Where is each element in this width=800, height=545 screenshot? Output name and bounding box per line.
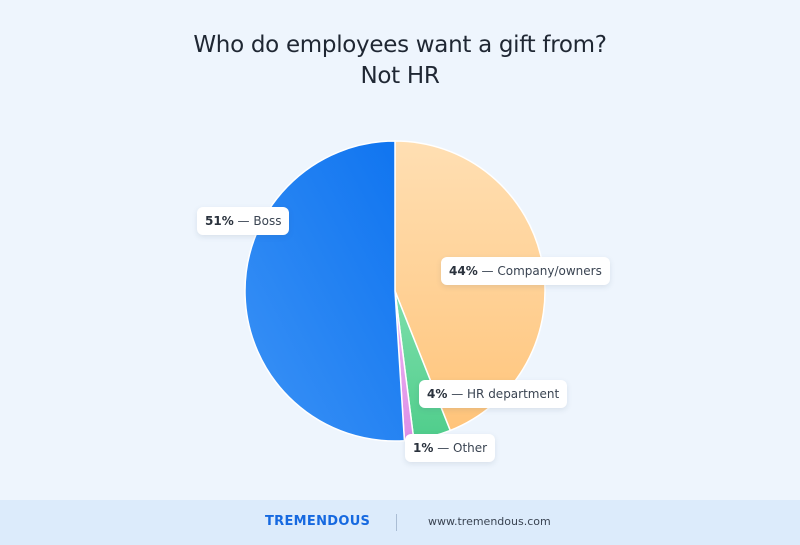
footer-divider: [396, 514, 397, 531]
slice-label: 44% — Company/owners: [441, 257, 610, 285]
chart-title: Who do employees want a gift from? Not H…: [0, 30, 800, 92]
pie-slice-boss[interactable]: [244, 140, 406, 442]
slice-value-label: 51%: [205, 214, 234, 228]
slice-value-label: 4%: [427, 387, 448, 401]
pie-chart: [244, 140, 546, 442]
slice-label: 1% — Other: [405, 434, 496, 462]
brand-logo[interactable]: TREMENDOUS: [265, 514, 371, 529]
slice-label-separator: —: [233, 214, 254, 228]
slice-category-label: Company/owners: [497, 264, 602, 278]
footer: TREMENDOUS www.tremendous.com: [0, 500, 800, 545]
slice-label-separator: —: [433, 441, 454, 455]
slice-value-label: 44%: [449, 264, 478, 278]
slice-label-separator: —: [477, 264, 498, 278]
chart-title-line-1: Who do employees want a gift from?: [193, 32, 607, 58]
slice-label: 51% — Boss: [197, 207, 290, 235]
footer-url[interactable]: www.tremendous.com: [428, 515, 551, 528]
slice-label-separator: —: [447, 387, 468, 401]
slice-label: 4% — HR department: [419, 380, 568, 408]
slice-category-label: Boss: [253, 214, 282, 228]
slice-value-label: 1%: [413, 441, 434, 455]
chart-title-line-2: Not HR: [360, 63, 440, 89]
slice-category-label: Other: [453, 441, 488, 455]
slice-category-label: HR department: [467, 387, 560, 401]
